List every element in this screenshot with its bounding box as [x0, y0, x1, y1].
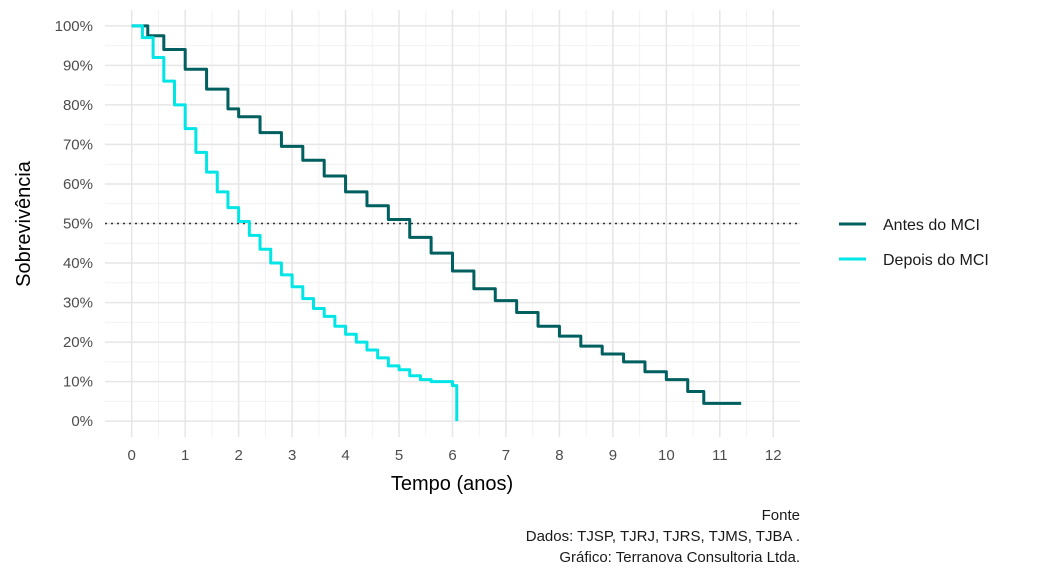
legend-label-1: Antes do MCI	[883, 217, 980, 234]
y-tick-label: 70%	[63, 136, 93, 153]
x-tick-label: 2	[234, 447, 242, 464]
series-line-1	[131, 24, 742, 405]
y-tick-label: 100%	[55, 18, 93, 35]
y-axis-title: Sobrevivência	[13, 160, 35, 287]
x-tick-label: 9	[609, 447, 617, 464]
x-tick-label: 6	[448, 447, 456, 464]
y-tick-label: 30%	[63, 295, 93, 312]
x-tick-label: 12	[765, 447, 782, 464]
caption-data-sources: Dados: TJSP, TJRJ, TJRS, TJMS, TJBA .	[526, 528, 800, 545]
x-tick-label: 7	[502, 447, 510, 464]
y-tick-label: 20%	[63, 334, 93, 351]
y-tick-label: 50%	[63, 216, 93, 233]
x-axis-title: Tempo (anos)	[391, 473, 513, 495]
x-tick-label: 8	[555, 447, 563, 464]
y-tick-label: 60%	[63, 176, 93, 193]
y-tick-label: 40%	[63, 255, 93, 272]
y-tick-label: 0%	[71, 413, 93, 430]
y-tick-label: 80%	[63, 97, 93, 114]
y-tick-label: 90%	[63, 57, 93, 74]
y-axis-ticks: 0% 10% 20% 30% 40% 50% 60% 70% 80% 90% 100%	[55, 18, 93, 430]
x-tick-label: 1	[181, 447, 189, 464]
x-tick-label: 10	[658, 447, 675, 464]
x-tick-label: 3	[288, 447, 296, 464]
caption-source-title: Fonte	[762, 507, 800, 524]
x-tick-label: 5	[395, 447, 403, 464]
x-tick-label: 0	[128, 447, 136, 464]
legend: Antes do MCI Depois do MCI	[839, 217, 989, 269]
plot-grid	[105, 10, 800, 437]
y-tick-label: 10%	[63, 374, 93, 391]
caption-credit: Gráfico: Terranova Consultoria Ltda.	[559, 549, 800, 566]
x-tick-label: 4	[341, 447, 349, 464]
x-tick-label: 11	[712, 447, 728, 464]
legend-label-2: Depois do MCI	[883, 252, 989, 269]
x-axis-ticks: 0 1 2 3 4 5 6 7 8 9 10 11 12	[128, 447, 782, 464]
series-layer	[131, 24, 742, 422]
series-line-2	[131, 24, 459, 422]
